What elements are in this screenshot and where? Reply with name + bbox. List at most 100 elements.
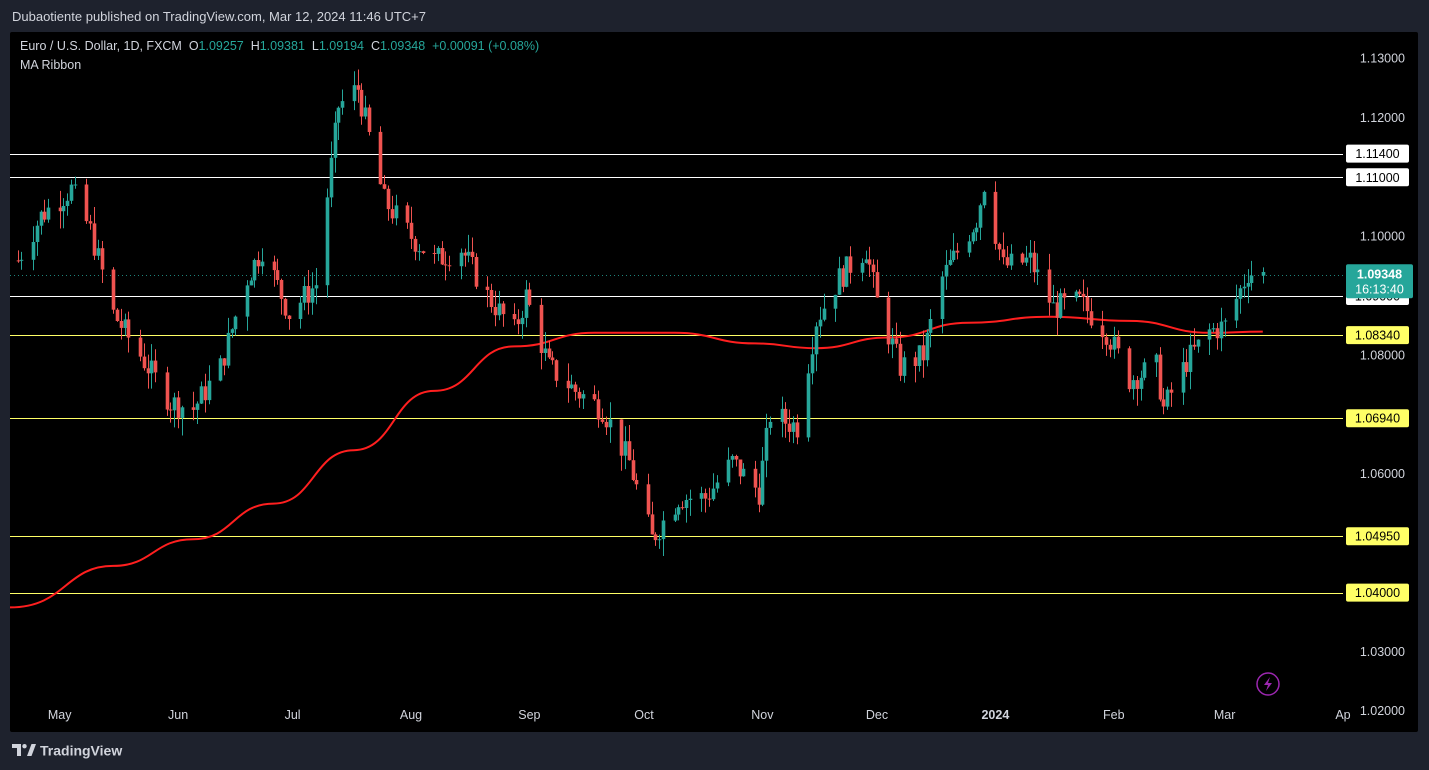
candle-body [1223, 320, 1228, 322]
candle-body [390, 209, 395, 219]
level-tag [1346, 326, 1409, 345]
candle-body [1005, 257, 1010, 266]
publisher-line: Dubaotiente published on TradingView.com… [12, 9, 426, 24]
price-chart[interactable]: May Jun Jul Aug Sep Oct Nov Dec 2024 Feb Mar Ap 1.13… [10, 32, 1418, 732]
candle-body [394, 205, 399, 219]
candle-body [604, 421, 609, 428]
candle-body [844, 256, 849, 287]
lightning-icon[interactable] [1256, 672, 1280, 696]
candle-body [661, 520, 666, 540]
level-tag-label: 1.08340 [1355, 329, 1400, 343]
candle-body [1242, 286, 1247, 289]
candle-body [707, 498, 712, 500]
candle-body [252, 260, 257, 281]
x-axis-label: Feb [1103, 708, 1125, 722]
candle-body [1032, 252, 1037, 273]
candle-body [1161, 399, 1166, 407]
candle-body [1169, 389, 1174, 393]
open-value: 1.09257 [198, 39, 244, 53]
candle-body [1158, 354, 1163, 400]
candle-body [88, 221, 93, 224]
candle-body [501, 303, 506, 315]
candle-body [1261, 272, 1266, 276]
candle-body [764, 427, 769, 461]
candle-body [967, 241, 972, 253]
candle-body [623, 441, 628, 456]
candle-body [539, 304, 544, 353]
candle-body [1085, 296, 1090, 312]
candle-body [948, 260, 953, 265]
footer-brand[interactable]: TradingView [12, 741, 122, 761]
candle-body [787, 423, 792, 432]
candle-body [138, 337, 143, 357]
candle-body [42, 211, 47, 220]
candle-body [436, 248, 441, 254]
candle-body [1104, 337, 1109, 345]
candle-body [780, 408, 785, 422]
candle-body [993, 191, 998, 244]
candle-body [822, 308, 827, 320]
level-tag [1346, 168, 1409, 187]
current-price-tag [1346, 264, 1413, 299]
candle-body [287, 315, 292, 319]
candle-body [176, 397, 181, 418]
ma-ribbon-line [10, 315, 1263, 609]
candle-body [249, 280, 254, 286]
candle-body [463, 252, 468, 256]
candle-body [971, 232, 976, 242]
candle-body [550, 357, 555, 361]
lightning-icon-ring [1256, 672, 1280, 696]
candle-body [333, 122, 338, 158]
candle-body [1142, 362, 1147, 378]
candle-body [1196, 339, 1201, 347]
candle-body [913, 357, 918, 366]
candle-body [1077, 291, 1082, 294]
candle-body [405, 205, 410, 223]
candle-body [818, 319, 823, 327]
candle-body [1089, 311, 1094, 326]
candle-body [886, 297, 891, 345]
candle-body [810, 354, 815, 374]
candle-body [1211, 328, 1216, 330]
candle-body [172, 397, 177, 411]
candle-body [547, 348, 552, 358]
candle-body [860, 262, 865, 273]
countdown-timer: 16:13:40 [1355, 282, 1404, 296]
x-axis-label: Sep [518, 708, 540, 722]
candle-body [1058, 293, 1063, 318]
candle-body [1135, 380, 1140, 389]
candle-body [974, 227, 979, 233]
candle-body [421, 251, 426, 253]
candle-body [577, 391, 582, 399]
indicator-legend[interactable]: MA Ribbon [20, 58, 82, 72]
x-axis-label: 2024 [981, 708, 1009, 722]
candle-body [485, 286, 490, 290]
candle-body [474, 257, 479, 287]
candle-body [203, 386, 208, 401]
candle-body [524, 289, 529, 318]
candle-body [837, 268, 842, 295]
level-tag-label: 1.04000 [1355, 586, 1400, 600]
candle-body [1035, 269, 1040, 273]
candle-body [1051, 302, 1056, 304]
candle-body [871, 264, 876, 273]
candle-body [1024, 257, 1029, 263]
symbol-title: Euro / U.S. Dollar, 1D, FXCM [20, 39, 182, 53]
candle-body [459, 252, 464, 267]
open-label: O [188, 39, 199, 53]
candle-body [1074, 291, 1079, 298]
candle-body [928, 319, 933, 333]
candle-body [1009, 253, 1014, 266]
chart-panel[interactable]: May Jun Jul Aug Sep Oct Nov Dec 2024 Feb Mar Ap 1.13… [10, 32, 1418, 732]
candle-body [35, 225, 40, 242]
symbol-legend: Euro / U.S. Dollar, 1D, FXCM O1.09257 H1… [20, 39, 539, 53]
candle-body [997, 243, 1002, 250]
candle-body [512, 314, 517, 320]
candle-body [516, 319, 521, 325]
candle-body [275, 270, 280, 280]
candle-body [65, 200, 70, 206]
candle-body [1127, 348, 1132, 390]
candle-body [864, 259, 869, 263]
candle-body [233, 316, 238, 330]
candle-body [917, 345, 922, 366]
